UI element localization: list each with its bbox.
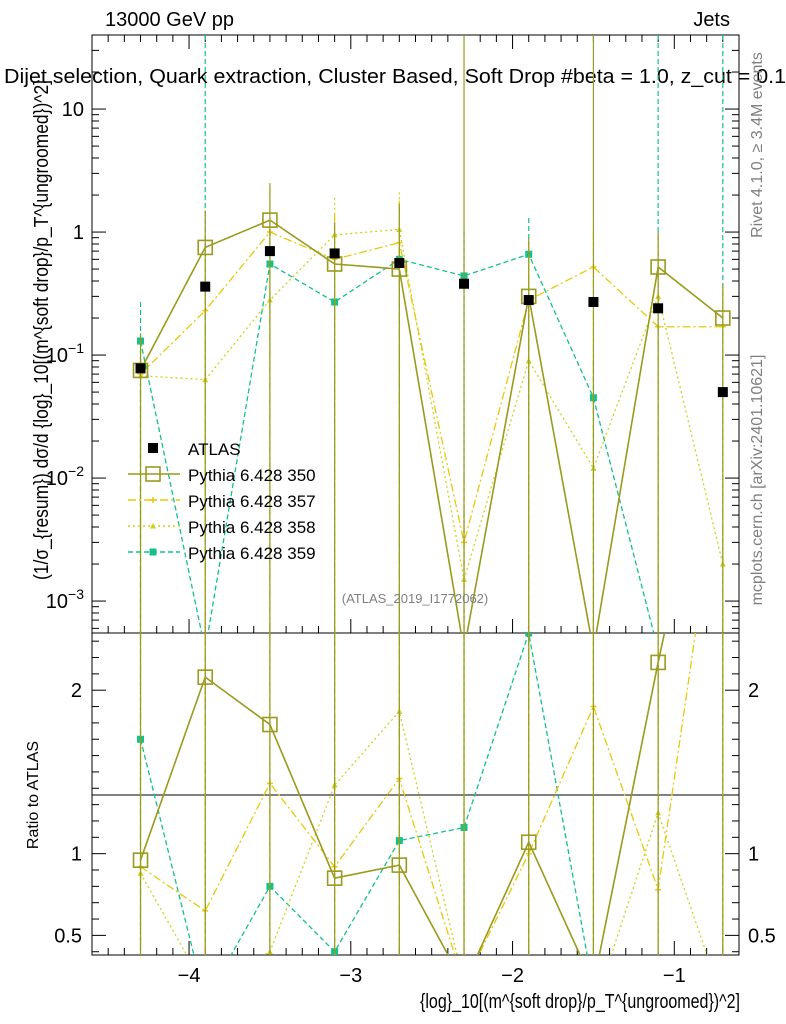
legend-label-atlas: ATLAS bbox=[188, 440, 241, 459]
atlas-data-point bbox=[459, 278, 470, 289]
ratio-tick-label: 0.5 bbox=[54, 925, 82, 947]
data-point-s350 bbox=[326, 256, 343, 272]
atlas-data-point bbox=[200, 281, 211, 292]
y-tick-label: 10−3 bbox=[46, 586, 84, 613]
ratio-point-s350 bbox=[132, 852, 149, 868]
atlas-data-point bbox=[135, 363, 146, 374]
legend-marker-s358 bbox=[150, 523, 156, 529]
x-tick-label: −4 bbox=[178, 965, 201, 987]
ratio-tick-label: 1 bbox=[71, 844, 82, 866]
x-tick-label: −2 bbox=[501, 965, 524, 987]
rivet-version-label: Rivet 4.1.0, ≥ 3.4M events bbox=[749, 52, 766, 238]
analysis-watermark: (ATLAS_2019_I1772062) bbox=[342, 591, 488, 606]
ratio-tick-label-right: 2 bbox=[748, 680, 759, 702]
ratio-line-s359 bbox=[139, 633, 588, 955]
ratio-tick-label-right: 1 bbox=[748, 844, 759, 866]
y-tick-label: 1 bbox=[73, 222, 84, 244]
series-line-s358 bbox=[140, 228, 724, 580]
ratio-point-s350 bbox=[197, 669, 214, 685]
ratio-panel-frame bbox=[91, 632, 740, 956]
atlas-data-point bbox=[717, 387, 728, 398]
atlas-data-point bbox=[653, 303, 664, 314]
data-point-s350 bbox=[262, 212, 278, 228]
ratio-line-s358 bbox=[139, 710, 708, 955]
ratio-point-s350 bbox=[326, 870, 343, 886]
y-tick-label: 10−2 bbox=[46, 463, 84, 490]
ratio-line-s350 bbox=[139, 633, 666, 955]
ratio-point-s350 bbox=[262, 716, 278, 733]
legend-label-s359: Pythia 6.428 359 bbox=[188, 544, 316, 563]
ratio-point-s350 bbox=[586, 977, 600, 991]
ratio-point-s359 bbox=[202, 997, 209, 1004]
energy-label: 13000 GeV pp bbox=[105, 9, 234, 31]
mcplots-label: mcplots.cern.ch [arXiv:2401.10621] bbox=[749, 355, 766, 606]
category-label: Jets bbox=[693, 9, 730, 31]
legend-marker-s357 bbox=[150, 497, 156, 503]
ratio-point-s350 bbox=[457, 977, 471, 991]
ratio-plot-data bbox=[132, 633, 724, 1004]
x-axis-title: {log}_10[(m^{soft drop}/p_T^{ungroomed})… bbox=[420, 991, 740, 1013]
x-tick-label: −3 bbox=[339, 965, 362, 987]
x-tick-label: −1 bbox=[663, 965, 686, 987]
ratio-point-s358 bbox=[461, 981, 467, 987]
ratio-point-s350 bbox=[391, 857, 408, 873]
ratio-point-s358 bbox=[202, 985, 208, 991]
y-tick-label: 10−1 bbox=[46, 340, 84, 367]
ratio-tick-label: 2 bbox=[71, 680, 82, 702]
ratio-point-s350 bbox=[520, 834, 537, 851]
atlas-data-point bbox=[329, 248, 340, 259]
series-line-s359 bbox=[139, 253, 655, 633]
legend-label-s357: Pythia 6.428 357 bbox=[188, 492, 316, 511]
data-point-s350 bbox=[197, 239, 214, 256]
series-line-s350 bbox=[139, 219, 724, 633]
data-point-s350 bbox=[715, 310, 731, 326]
legend-marker-s359 bbox=[149, 548, 157, 556]
y-tick-label: 10 bbox=[62, 99, 84, 121]
ratio-point-s358 bbox=[526, 962, 532, 968]
atlas-data-point bbox=[264, 246, 275, 257]
ratio-point-s350 bbox=[650, 654, 666, 671]
legend-marker-atlas bbox=[148, 443, 158, 453]
atlas-data-point bbox=[523, 295, 534, 306]
y-axis-title: (1/σ_{resum}) dσ/d {log}_10[(m^{soft dro… bbox=[31, 80, 53, 580]
ratio-axis-title: Ratio to ATLAS bbox=[25, 741, 42, 849]
axes: −4 −3 −2 −1 10−3 10−2 10−1 1 10 0.5 0.5 1 1 2 2 bbox=[46, 34, 776, 987]
ratio-point-s357 bbox=[461, 981, 467, 987]
ratio-tick-label-right: 0.5 bbox=[748, 925, 776, 947]
legend-marker-s350 bbox=[145, 466, 161, 482]
data-point-s350 bbox=[650, 259, 666, 275]
legend-label-s358: Pythia 6.428 358 bbox=[188, 518, 316, 537]
atlas-data-point bbox=[394, 258, 405, 269]
legend: ATLAS Pythia 6.428 350 Pythia 6.428 357 Pyt… bbox=[128, 440, 316, 563]
series-line-s357 bbox=[140, 231, 723, 543]
atlas-data-point bbox=[588, 297, 599, 308]
chart-title: Dijet selection, Quark extraction, Clust… bbox=[4, 66, 786, 88]
legend-label-s350: Pythia 6.428 350 bbox=[188, 466, 316, 485]
main-plot-data bbox=[132, 35, 731, 633]
ratio-line-s357 bbox=[140, 633, 697, 955]
